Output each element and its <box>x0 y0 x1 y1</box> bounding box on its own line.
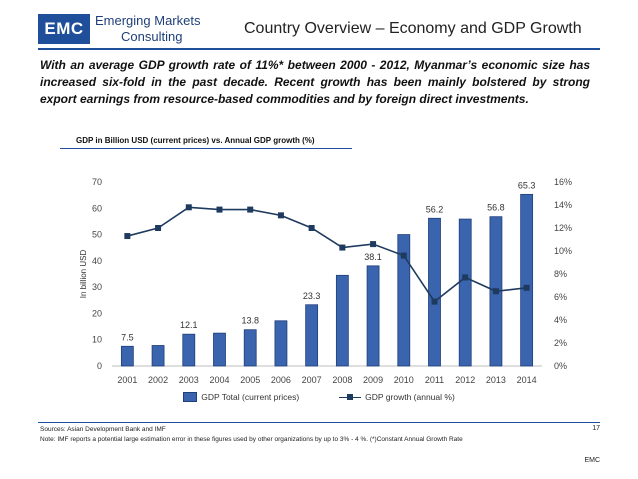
footnotes: Sources: Asian Development Bank and IMF … <box>40 425 463 445</box>
x-tick-label: 2008 <box>332 375 352 385</box>
header-divider <box>38 48 600 50</box>
legend-item-gdp-total: GDP Total (current prices) <box>183 392 299 402</box>
y2-tick-label: 14% <box>554 200 572 210</box>
point-gdp-growth <box>216 206 223 213</box>
legend-item-gdp-growth: GDP growth (annual %) <box>339 392 455 402</box>
y-tick-label: 40 <box>92 256 102 266</box>
point-gdp-growth <box>523 284 530 291</box>
y2-tick-label: 6% <box>554 292 567 302</box>
bar-data-label: 12.1 <box>180 320 198 330</box>
y-tick-label: 20 <box>92 308 102 318</box>
y-tick-label: 60 <box>92 203 102 213</box>
y2-tick-label: 4% <box>554 315 567 325</box>
x-tick-label: 2007 <box>302 375 322 385</box>
point-gdp-growth <box>400 252 407 259</box>
y-tick-label: 70 <box>92 177 102 187</box>
bar-gdp-total <box>151 345 165 367</box>
y2-tick-label: 0% <box>554 361 567 371</box>
chart-legend: GDP Total (current prices) GDP growth (a… <box>0 392 638 402</box>
x-tick-label: 2006 <box>271 375 291 385</box>
bar-data-label: 23.3 <box>303 291 321 301</box>
bar-gdp-total <box>335 274 349 367</box>
logo-wordmark: Emerging Markets Consulting <box>95 13 200 45</box>
summary-text: With an average GDP growth rate of 11%* … <box>40 58 590 106</box>
legend-bar-swatch <box>183 392 198 402</box>
bar-gdp-total <box>182 333 196 367</box>
y-axis-label: In billion USD <box>79 250 88 299</box>
chart-title: GDP in Billion USD (current prices) vs. … <box>76 136 315 145</box>
footer-brand: EMC <box>584 457 600 464</box>
x-tick-label: 2012 <box>455 375 475 385</box>
bar-gdp-total <box>243 329 257 367</box>
point-gdp-growth <box>185 204 192 211</box>
bar-gdp-total <box>274 320 288 367</box>
bar-data-label: 38.1 <box>364 252 382 262</box>
bar-data-label: 13.8 <box>241 316 259 326</box>
page-number: 17 <box>592 425 600 432</box>
bar-gdp-total <box>520 193 534 367</box>
y2-tick-label: 12% <box>554 223 572 233</box>
y2-tick-label: 8% <box>554 269 567 279</box>
y-tick-label: 10 <box>92 335 102 345</box>
point-gdp-growth <box>492 288 499 295</box>
y-tick-label: 30 <box>92 282 102 292</box>
y-tick-label: 0 <box>97 361 102 371</box>
point-gdp-growth <box>431 298 438 305</box>
legend-label-gdp-growth: GDP growth (annual %) <box>365 392 455 402</box>
bar-gdp-total <box>213 332 226 367</box>
point-gdp-growth <box>370 241 377 248</box>
bar-gdp-total <box>305 304 319 367</box>
logo-mark: EMC <box>38 14 90 44</box>
point-gdp-growth <box>277 212 284 219</box>
x-tick-label: 2001 <box>117 375 137 385</box>
point-gdp-growth <box>124 233 131 240</box>
point-gdp-growth <box>462 274 469 281</box>
line-gdp-growth <box>127 206 527 303</box>
y2-tick-label: 10% <box>554 246 572 256</box>
sources-note: Sources: Asian Development Bank and IMF <box>40 426 166 433</box>
x-tick-label: 2002 <box>148 375 168 385</box>
bar-data-label: 65.3 <box>518 180 536 190</box>
bar-data-label: 7.5 <box>121 332 134 342</box>
y2-tick-label: 2% <box>554 338 567 348</box>
logo-line-2: Consulting <box>121 29 183 44</box>
x-tick-label: 2004 <box>209 375 229 385</box>
x-tick-label: 2014 <box>517 375 537 385</box>
x-tick-label: 2009 <box>363 375 383 385</box>
point-gdp-growth <box>308 225 315 231</box>
estimation-note: Note: IMF reports a potential large esti… <box>40 436 463 443</box>
bar-gdp-total <box>397 234 411 367</box>
y-tick-label: 50 <box>92 230 102 240</box>
bar-data-label: 56.2 <box>426 204 444 214</box>
x-tick-label: 2013 <box>486 375 506 385</box>
bar-data-label: 56.8 <box>487 203 505 213</box>
logo-line-1: Emerging Markets <box>95 13 201 28</box>
chart-title-divider <box>60 148 352 149</box>
footer-divider <box>38 422 600 423</box>
x-tick-label: 2011 <box>425 375 444 385</box>
slide-title: Country Overview – Economy and GDP Growt… <box>244 20 582 37</box>
bar-gdp-total <box>428 217 441 367</box>
x-tick-label: 2010 <box>394 375 414 385</box>
bar-gdp-total <box>120 345 134 367</box>
point-gdp-growth <box>247 206 254 213</box>
point-gdp-growth <box>339 244 346 251</box>
x-tick-label: 2003 <box>179 375 199 385</box>
point-gdp-growth <box>155 225 162 231</box>
x-tick-label: 2005 <box>240 375 260 385</box>
bar-gdp-total <box>458 218 472 367</box>
legend-label-gdp-total: GDP Total (current prices) <box>201 392 300 402</box>
legend-line-swatch <box>339 393 362 401</box>
bar-gdp-total <box>366 265 380 367</box>
y2-tick-label: 16% <box>554 177 572 187</box>
